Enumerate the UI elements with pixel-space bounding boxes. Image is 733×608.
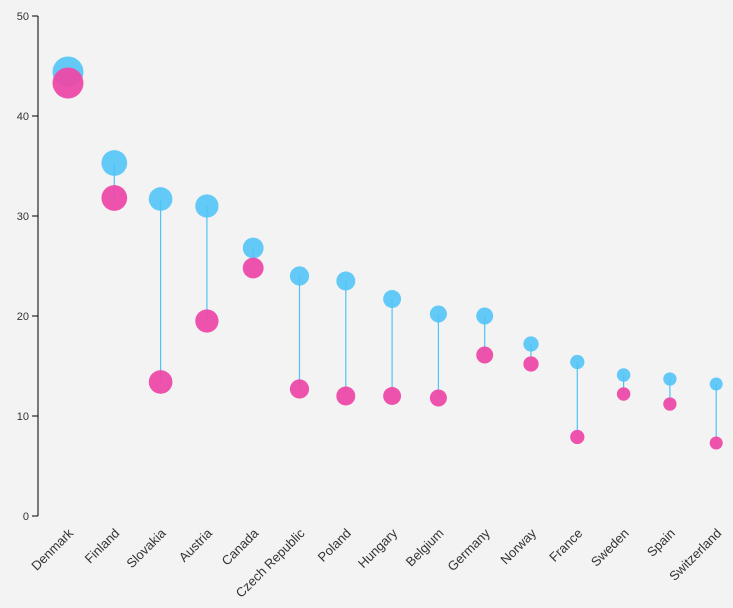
x-category-label: Spain <box>644 526 678 560</box>
series-a-point <box>148 187 173 211</box>
x-category-label: Germany <box>444 525 493 574</box>
x-category-label: Belgium <box>403 526 447 570</box>
series-a-point <box>242 237 264 259</box>
series-b-point <box>242 257 264 279</box>
x-category-label: Denmark <box>28 525 76 573</box>
series-b-point <box>616 387 631 401</box>
x-category-label: Norway <box>497 525 539 567</box>
series-b-points <box>52 67 723 450</box>
series-b-point <box>663 397 677 411</box>
x-category-label: Canada <box>219 525 262 568</box>
series-a-point <box>101 150 128 176</box>
series-b-point <box>383 387 402 405</box>
series-b-point <box>195 309 219 333</box>
series-a-point <box>336 271 356 291</box>
series-a-points <box>52 56 723 391</box>
y-tick-label: 20 <box>17 311 29 323</box>
x-category-label: Finland <box>82 526 123 567</box>
series-a-point <box>523 336 539 352</box>
series-b-point <box>52 67 84 99</box>
series-b-point <box>101 185 128 211</box>
series-b-point <box>289 379 310 399</box>
series-b-point <box>476 346 494 364</box>
series-a-point <box>709 377 723 391</box>
y-tick-label: 40 <box>17 111 29 123</box>
series-b-point <box>336 386 356 406</box>
y-tick-label: 0 <box>23 511 29 523</box>
series-b-point <box>570 429 585 445</box>
series-b-point <box>709 436 723 450</box>
series-b-point <box>148 370 173 394</box>
x-category-label: Austria <box>176 525 216 565</box>
x-category-label: Hungary <box>355 525 401 571</box>
y-axis: 0 10 20 30 40 50 <box>17 11 39 523</box>
x-category-label: France <box>546 526 585 565</box>
series-a-point <box>570 354 585 370</box>
series-a-point <box>476 307 494 325</box>
y-tick-label: 50 <box>17 11 29 23</box>
series-b-point <box>429 389 447 407</box>
series-a-point <box>663 372 677 386</box>
series-b-point <box>523 356 539 372</box>
series-a-point <box>429 305 447 323</box>
series-a-point <box>195 194 219 218</box>
series-a-point <box>289 266 310 286</box>
series-a-point <box>383 290 402 308</box>
y-tick-label: 10 <box>17 411 29 423</box>
series-a-point <box>616 368 631 382</box>
y-tick-label: 30 <box>17 211 29 223</box>
x-axis-labels: Denmark Finland Slovakia Austria CanadaCzech… <box>28 525 724 601</box>
x-category-label: Sweden <box>588 526 632 570</box>
x-category-label: Slovakia <box>123 525 169 571</box>
x-category-label: Poland <box>315 526 354 565</box>
